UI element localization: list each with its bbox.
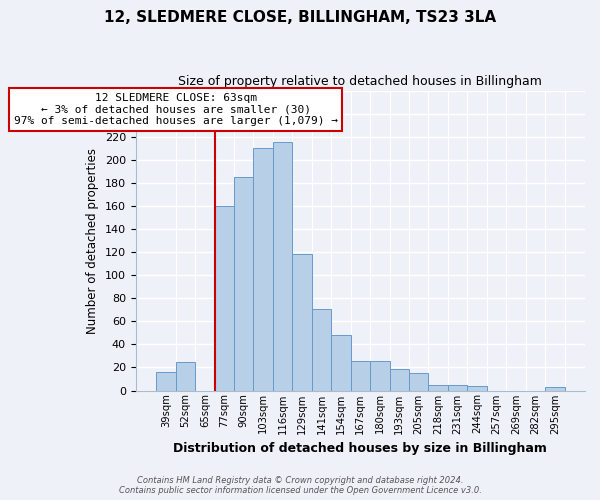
Bar (156, 372, 176, 390)
Text: 12, SLEDMERE CLOSE, BILLINGHAM, TS23 3LA: 12, SLEDMERE CLOSE, BILLINGHAM, TS23 3LA (104, 10, 496, 25)
Bar (350, 360, 370, 390)
Bar (428, 384, 448, 390)
Y-axis label: Number of detached properties: Number of detached properties (86, 148, 99, 334)
Bar (253, 148, 273, 390)
Bar (389, 368, 409, 390)
Bar (273, 142, 292, 390)
Text: Contains HM Land Registry data © Crown copyright and database right 2024.
Contai: Contains HM Land Registry data © Crown c… (119, 476, 481, 495)
Bar (312, 308, 331, 390)
Bar (545, 387, 565, 390)
Bar (234, 177, 253, 390)
Bar (370, 360, 389, 390)
Bar (467, 386, 487, 390)
Bar (176, 362, 195, 390)
Bar (331, 335, 350, 390)
Bar (448, 384, 467, 390)
X-axis label: Distribution of detached houses by size in Billingham: Distribution of detached houses by size … (173, 442, 547, 455)
Bar (215, 206, 234, 390)
Title: Size of property relative to detached houses in Billingham: Size of property relative to detached ho… (178, 75, 542, 88)
Text: 12 SLEDMERE CLOSE: 63sqm
← 3% of detached houses are smaller (30)
97% of semi-de: 12 SLEDMERE CLOSE: 63sqm ← 3% of detache… (14, 93, 338, 126)
Bar (292, 254, 312, 390)
Bar (409, 373, 428, 390)
